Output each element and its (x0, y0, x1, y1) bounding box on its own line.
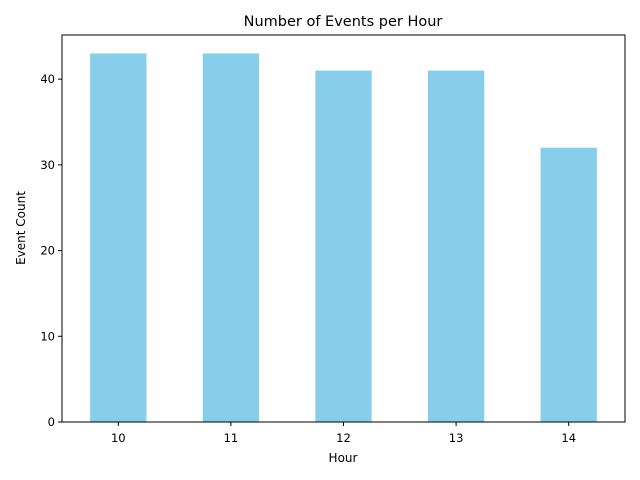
x-tick-label: 12 (336, 431, 351, 445)
bar-10 (90, 53, 147, 423)
y-axis-ticks: 0 10 20 30 40 (40, 72, 62, 429)
bar-12 (315, 70, 372, 422)
x-tick-label: 10 (111, 431, 126, 445)
y-tick-label: 10 (40, 329, 55, 343)
bars-group (90, 53, 597, 423)
bar-14 (540, 147, 597, 422)
bar-11 (202, 53, 260, 423)
y-tick-label: 30 (40, 158, 55, 172)
y-tick-label: 20 (40, 244, 55, 258)
plot-frame (61, 34, 626, 423)
x-axis-label: Hour (329, 451, 358, 465)
x-axis-ticks: 10 11 12 13 14 (111, 422, 576, 445)
chart-title: Number of Events per Hour (244, 14, 443, 30)
x-tick-label: 14 (561, 431, 576, 445)
x-tick-label: 11 (224, 431, 239, 445)
y-axis-label: Event Count (14, 191, 28, 265)
y-tick-label: 40 (40, 72, 55, 86)
bar-13 (427, 70, 485, 422)
x-tick-label: 13 (449, 431, 464, 445)
y-tick-label: 0 (48, 415, 55, 429)
